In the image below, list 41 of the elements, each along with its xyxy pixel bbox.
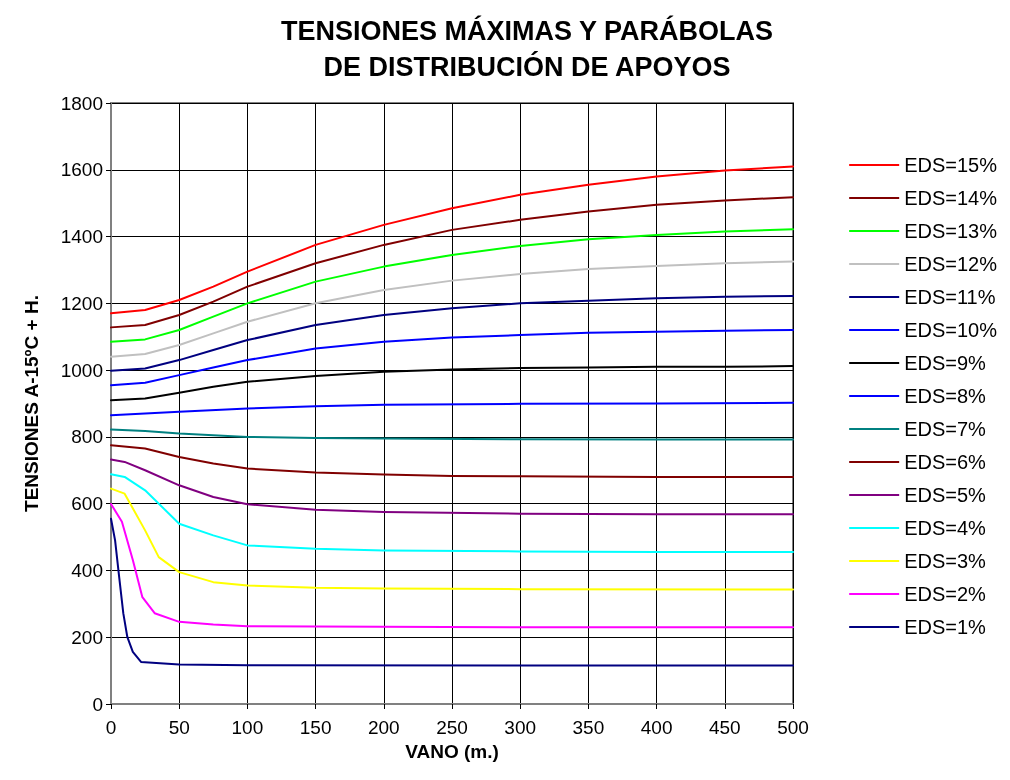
legend-label: EDS=9%	[904, 352, 987, 374]
legend-label: EDS=6%	[904, 451, 987, 473]
x-tick-label: 100	[231, 717, 264, 738]
x-tick-label: 150	[299, 717, 332, 738]
y-tick-label: 1000	[60, 359, 103, 381]
legend-label: EDS=8%	[904, 385, 987, 407]
y-tick-label: 1600	[60, 159, 103, 181]
x-tick-label: 50	[168, 717, 190, 738]
legend-label: EDS=12%	[904, 253, 998, 275]
x-tick-label: 500	[777, 717, 809, 738]
legend-label: EDS=13%	[904, 220, 998, 242]
y-tick-label: 1400	[60, 226, 103, 248]
x-tick-label: 250	[436, 717, 468, 738]
legend-label: EDS=10%	[904, 319, 998, 341]
x-axis-title: VANO (m.)	[405, 740, 499, 762]
legend-label: EDS=3%	[904, 550, 987, 572]
legend-label: EDS=1%	[904, 616, 987, 638]
x-tick-label: 400	[640, 717, 673, 738]
legend-label: EDS=14%	[904, 187, 998, 209]
legend-label: EDS=2%	[904, 583, 987, 605]
y-tick-label: 800	[71, 426, 103, 448]
y-tick-label: 0	[92, 693, 103, 715]
y-tick-label: 1200	[60, 292, 103, 314]
legend-label: EDS=7%	[904, 418, 987, 440]
x-tick-label: 350	[572, 717, 605, 738]
x-tick-label: 300	[504, 717, 537, 738]
y-tick-label: 600	[71, 493, 103, 515]
y-tick-label: 200	[71, 626, 103, 648]
x-tick-label: 0	[105, 717, 117, 738]
line-series	[110, 401, 794, 417]
x-tick-label: 450	[708, 717, 741, 738]
legend-label: EDS=15%	[904, 154, 998, 176]
legend-label: EDS=5%	[904, 484, 987, 506]
legend-label: EDS=4%	[904, 517, 987, 539]
chart-title: TENSIONES MÁXIMAS Y PARÁBOLAS DE DISTRIBUCIÓN DE APOYOS	[280, 15, 774, 82]
y-tick-label: 400	[71, 559, 103, 581]
line-series	[110, 444, 794, 478]
y-tick-label: 1800	[60, 92, 103, 114]
y-axis-title: TENSIONES A-15ºC + H.	[21, 295, 42, 512]
x-tick-label: 200	[367, 717, 400, 738]
legend-label: EDS=11%	[904, 286, 996, 308]
